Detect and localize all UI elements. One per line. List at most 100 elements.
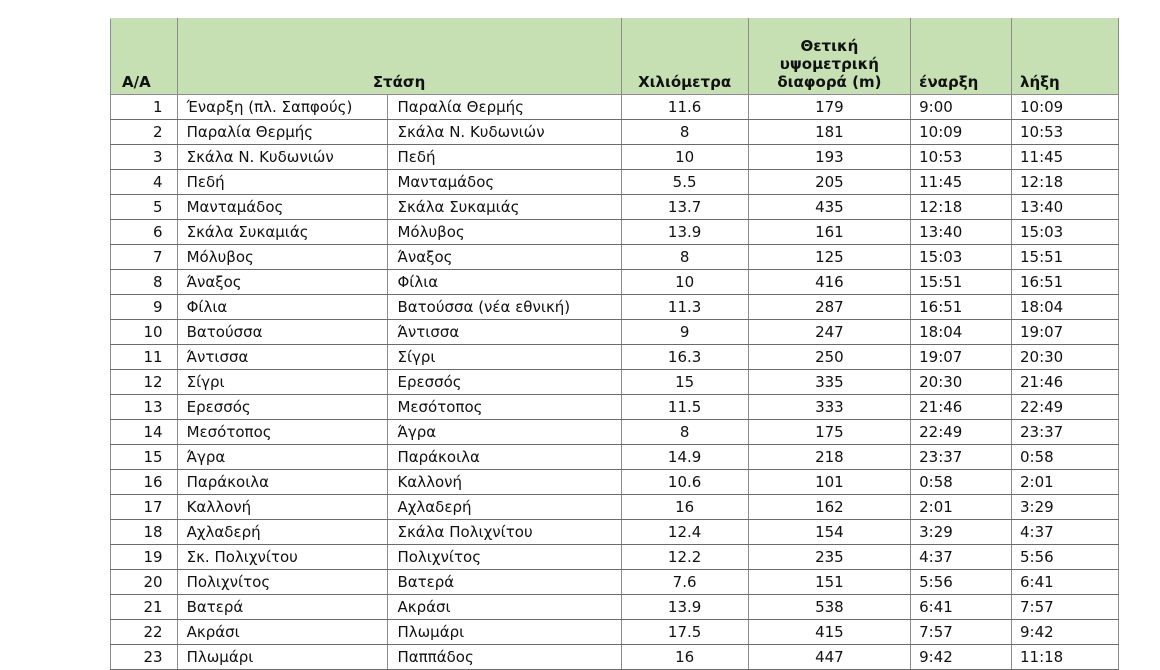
cell-start[interactable]: 11:45 — [910, 169, 1012, 195]
cell-aa[interactable]: 16 — [110, 469, 178, 495]
cell-end[interactable]: 15:51 — [1011, 244, 1119, 270]
cell-km[interactable]: 12.4 — [620, 519, 749, 545]
cell-end[interactable]: 0:58 — [1011, 444, 1119, 470]
header-elevation[interactable]: Θετική υψομετρική διαφορά (m) — [747, 18, 912, 95]
cell-stop-to[interactable]: Παράκοιλα — [387, 444, 622, 470]
cell-stop-from[interactable]: Παράκοιλα — [176, 469, 389, 495]
cell-start[interactable]: 6:41 — [910, 594, 1012, 620]
cell-aa[interactable]: 11 — [110, 344, 178, 370]
cell-stop-to[interactable]: Ερεσσός — [387, 369, 622, 395]
cell-elevation[interactable]: 205 — [747, 169, 912, 195]
cell-end[interactable]: 15:03 — [1011, 219, 1119, 245]
cell-start[interactable]: 9:00 — [910, 94, 1012, 120]
cell-stop-from[interactable]: Παραλία Θερμής — [176, 119, 389, 145]
cell-stop-to[interactable]: Παππάδος — [387, 644, 622, 670]
cell-end[interactable]: 9:42 — [1011, 619, 1119, 645]
cell-stop-from[interactable]: Φίλια — [176, 294, 389, 320]
cell-elevation[interactable]: 154 — [747, 519, 912, 545]
cell-stop-to[interactable]: Σκάλα Πολιχνίτου — [387, 519, 622, 545]
cell-aa[interactable]: 22 — [110, 619, 178, 645]
cell-elevation[interactable]: 125 — [747, 244, 912, 270]
cell-stop-to[interactable]: Μεσότοπος — [387, 394, 622, 420]
cell-km[interactable]: 10.6 — [620, 469, 749, 495]
cell-km[interactable]: 16.3 — [620, 344, 749, 370]
cell-end[interactable]: 12:18 — [1011, 169, 1119, 195]
cell-start[interactable]: 3:29 — [910, 519, 1012, 545]
cell-elevation[interactable]: 415 — [747, 619, 912, 645]
cell-end[interactable]: 2:01 — [1011, 469, 1119, 495]
cell-aa[interactable]: 20 — [110, 569, 178, 595]
cell-end[interactable]: 3:29 — [1011, 494, 1119, 520]
cell-km[interactable]: 13.9 — [620, 219, 749, 245]
cell-stop-to[interactable]: Σκάλα Ν. Κυδωνιών — [387, 119, 622, 145]
cell-aa[interactable]: 17 — [110, 494, 178, 520]
cell-stop-to[interactable]: Αχλαδερή — [387, 494, 622, 520]
cell-start[interactable]: 21:46 — [910, 394, 1012, 420]
cell-elevation[interactable]: 193 — [747, 144, 912, 170]
cell-start[interactable]: 20:30 — [910, 369, 1012, 395]
cell-km[interactable]: 7.6 — [620, 569, 749, 595]
cell-stop-from[interactable]: Καλλονή — [176, 494, 389, 520]
cell-stop-to[interactable]: Άγρα — [387, 419, 622, 445]
cell-stop-from[interactable]: Άναξος — [176, 269, 389, 295]
cell-km[interactable]: 17.5 — [620, 619, 749, 645]
cell-stop-to[interactable]: Μόλυβος — [387, 219, 622, 245]
cell-stop-to[interactable]: Ακράσι — [387, 594, 622, 620]
cell-elevation[interactable]: 250 — [747, 344, 912, 370]
cell-km[interactable]: 11.6 — [620, 94, 749, 120]
cell-end[interactable]: 22:49 — [1011, 394, 1119, 420]
cell-stop-from[interactable]: Μεσότοπος — [176, 419, 389, 445]
cell-start[interactable]: 0:58 — [910, 469, 1012, 495]
cell-stop-to[interactable]: Βατούσσα (νέα εθνική) — [387, 294, 622, 320]
cell-elevation[interactable]: 287 — [747, 294, 912, 320]
cell-elevation[interactable]: 235 — [747, 544, 912, 570]
cell-start[interactable]: 4:37 — [910, 544, 1012, 570]
cell-stop-from[interactable]: Πολιχνίτος — [176, 569, 389, 595]
cell-km[interactable]: 5.5 — [620, 169, 749, 195]
cell-aa[interactable]: 15 — [110, 444, 178, 470]
cell-end[interactable]: 11:18 — [1011, 644, 1119, 670]
cell-km[interactable]: 12.2 — [620, 544, 749, 570]
cell-stop-from[interactable]: Άντισσα — [176, 344, 389, 370]
cell-start[interactable]: 10:09 — [910, 119, 1012, 145]
cell-km[interactable]: 16 — [620, 494, 749, 520]
cell-stop-from[interactable]: Άγρα — [176, 444, 389, 470]
cell-start[interactable]: 5:56 — [910, 569, 1012, 595]
cell-aa[interactable]: 21 — [110, 594, 178, 620]
cell-end[interactable]: 20:30 — [1011, 344, 1119, 370]
header-stop[interactable]: Στάση — [176, 18, 622, 95]
cell-stop-to[interactable]: Πεδή — [387, 144, 622, 170]
cell-stop-to[interactable]: Άναξος — [387, 244, 622, 270]
cell-aa[interactable]: 9 — [110, 294, 178, 320]
cell-stop-from[interactable]: Σκάλα Ν. Κυδωνιών — [176, 144, 389, 170]
cell-elevation[interactable]: 435 — [747, 194, 912, 220]
cell-end[interactable]: 18:04 — [1011, 294, 1119, 320]
cell-elevation[interactable]: 181 — [747, 119, 912, 145]
cell-start[interactable]: 15:03 — [910, 244, 1012, 270]
cell-start[interactable]: 10:53 — [910, 144, 1012, 170]
cell-aa[interactable]: 19 — [110, 544, 178, 570]
cell-elevation[interactable]: 335 — [747, 369, 912, 395]
cell-aa[interactable]: 1 — [110, 94, 178, 120]
cell-stop-from[interactable]: Αχλαδερή — [176, 519, 389, 545]
cell-end[interactable]: 11:45 — [1011, 144, 1119, 170]
cell-stop-to[interactable]: Βατερά — [387, 569, 622, 595]
cell-end[interactable]: 16:51 — [1011, 269, 1119, 295]
header-start[interactable]: έναρξη — [910, 18, 1012, 95]
cell-aa[interactable]: 13 — [110, 394, 178, 420]
cell-end[interactable]: 23:37 — [1011, 419, 1119, 445]
cell-elevation[interactable]: 151 — [747, 569, 912, 595]
cell-elevation[interactable]: 101 — [747, 469, 912, 495]
cell-elevation[interactable]: 161 — [747, 219, 912, 245]
cell-end[interactable]: 19:07 — [1011, 319, 1119, 345]
cell-aa[interactable]: 23 — [110, 644, 178, 670]
cell-elevation[interactable]: 416 — [747, 269, 912, 295]
cell-stop-from[interactable]: Μανταμάδος — [176, 194, 389, 220]
cell-aa[interactable]: 7 — [110, 244, 178, 270]
cell-aa[interactable]: 5 — [110, 194, 178, 220]
cell-elevation[interactable]: 247 — [747, 319, 912, 345]
cell-end[interactable]: 6:41 — [1011, 569, 1119, 595]
cell-start[interactable]: 23:37 — [910, 444, 1012, 470]
cell-elevation[interactable]: 333 — [747, 394, 912, 420]
cell-km[interactable]: 13.9 — [620, 594, 749, 620]
